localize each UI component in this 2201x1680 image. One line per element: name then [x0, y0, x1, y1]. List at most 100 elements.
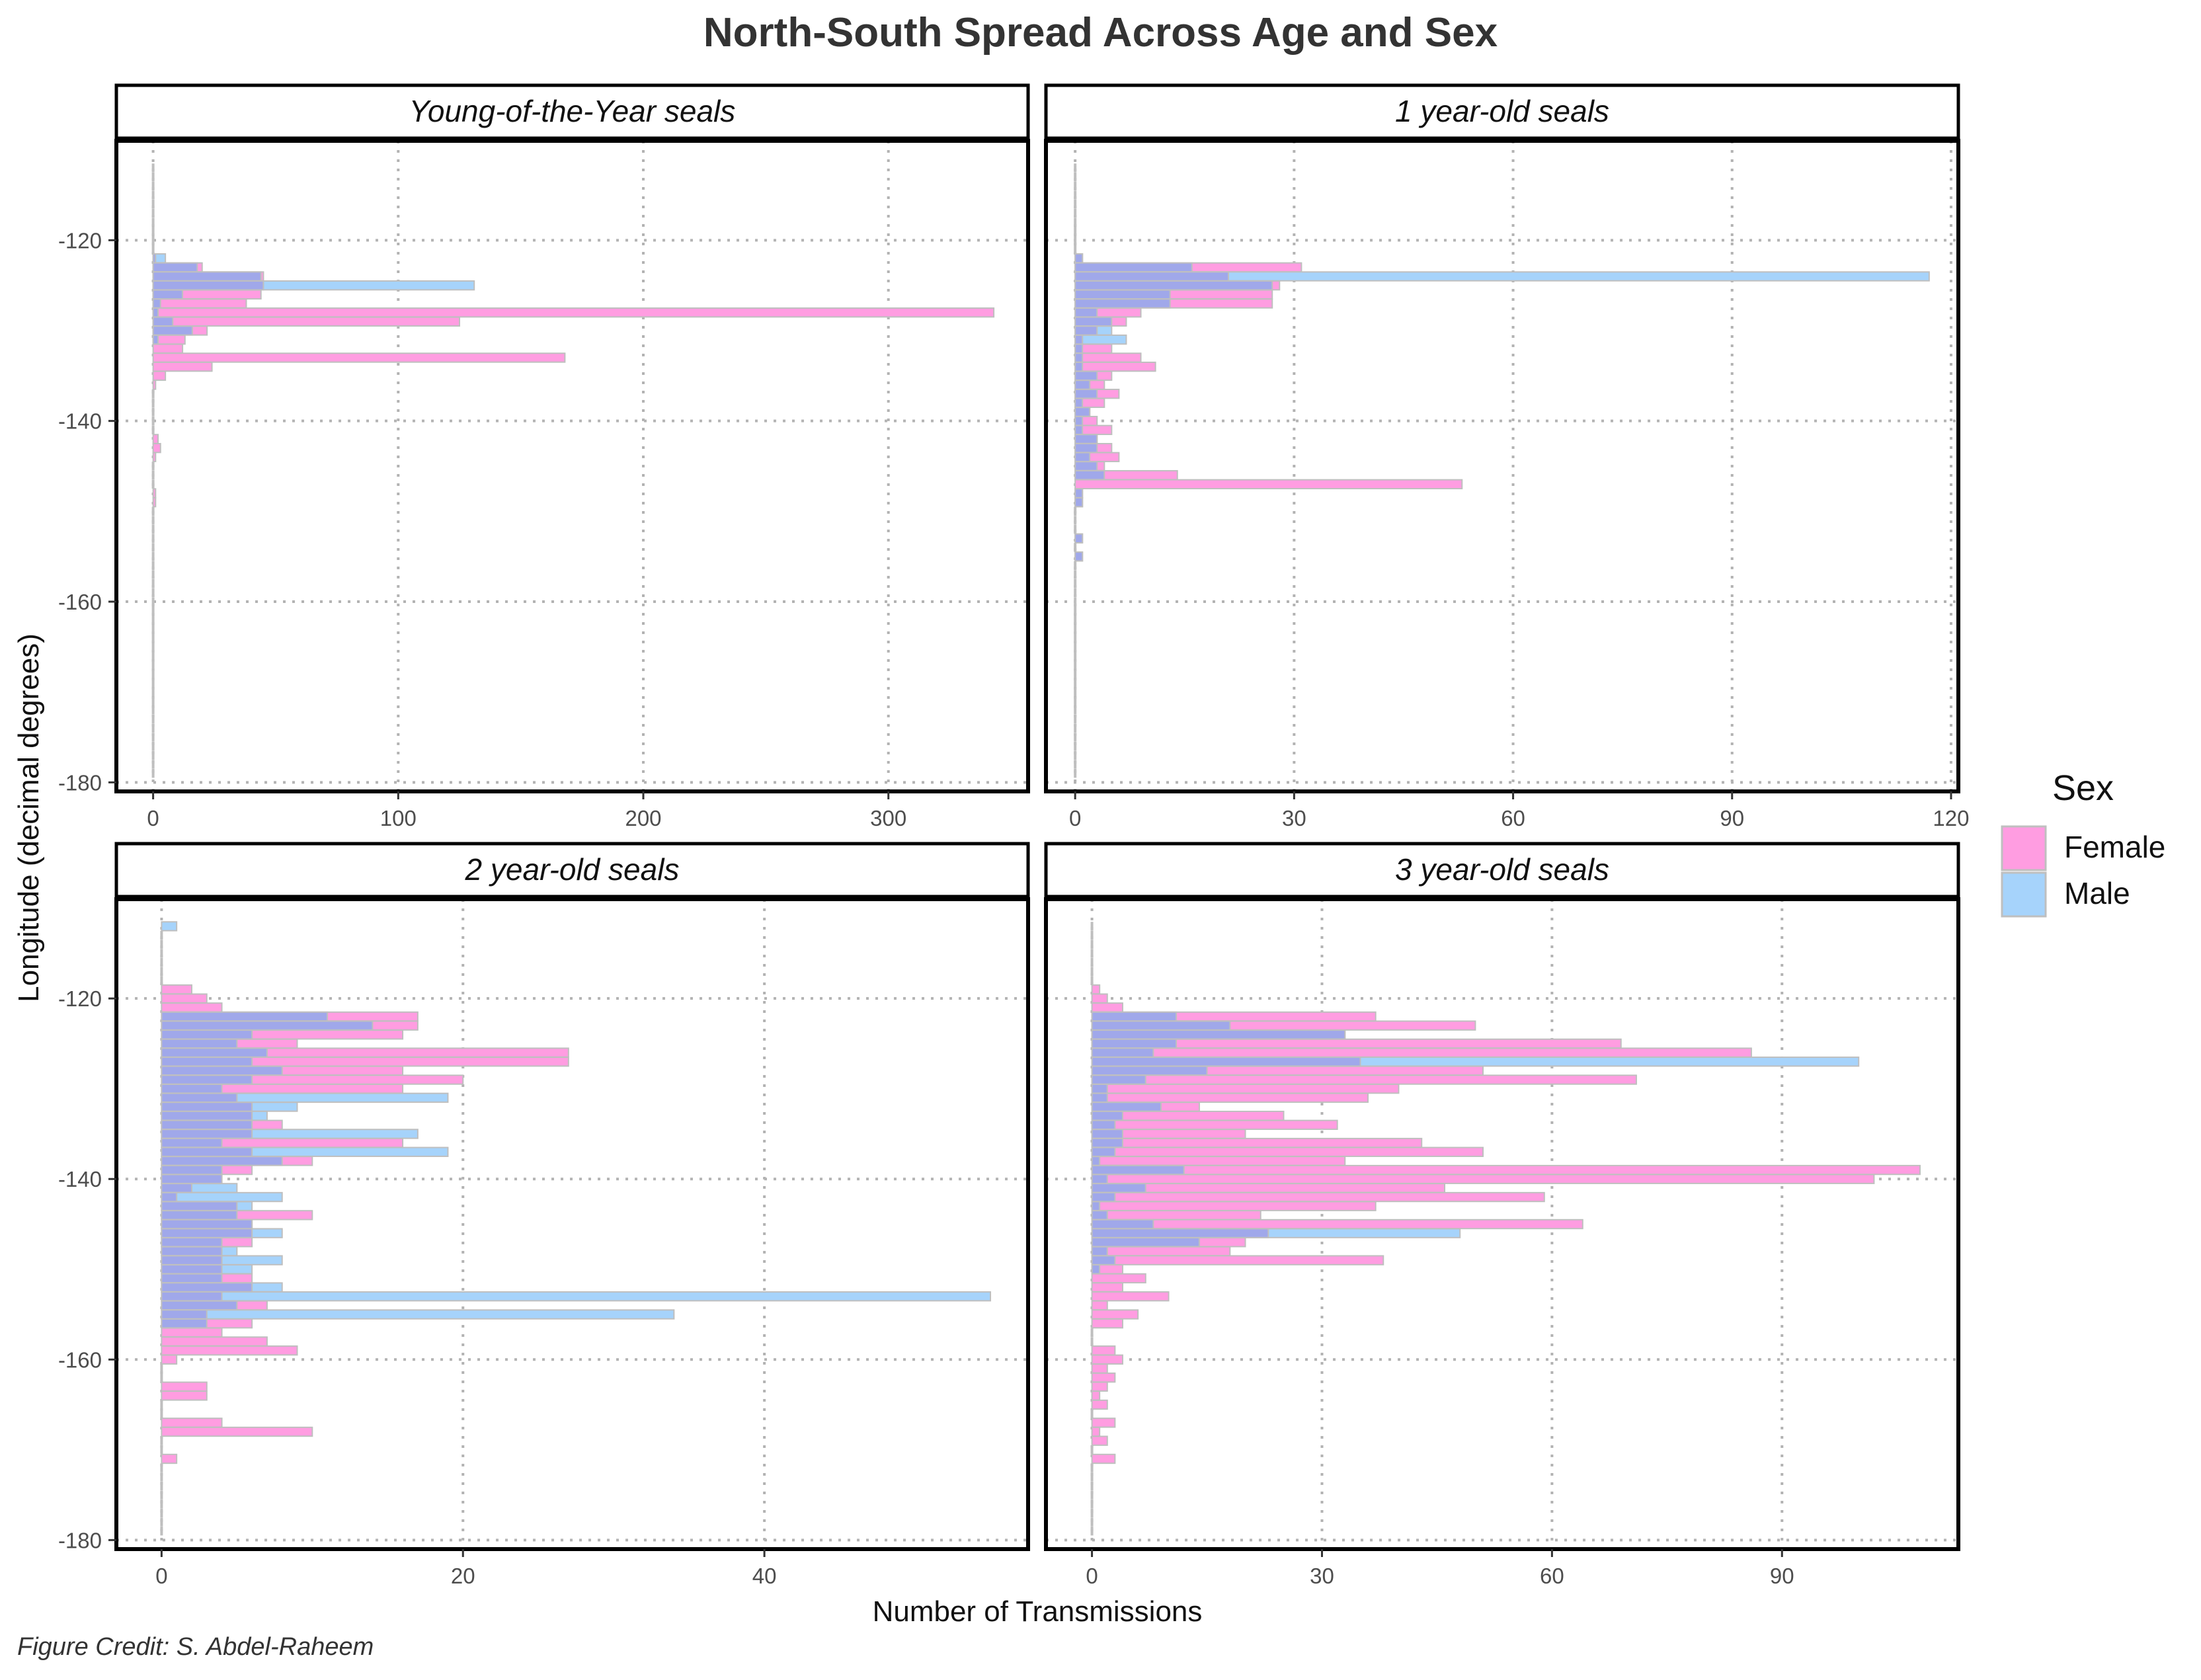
legend-label: Male: [2064, 876, 2130, 910]
bar-female: [1091, 1119, 1338, 1131]
bar-zero: [1074, 651, 1077, 660]
bar-zero: [160, 1409, 163, 1418]
bar-zero: [1090, 1500, 1094, 1509]
bar-female: [1091, 1318, 1123, 1329]
bar-female: [161, 1345, 298, 1356]
x-tick-label: 300: [870, 806, 906, 830]
bar-female: [1074, 325, 1098, 336]
bar-male: [152, 316, 174, 327]
bar-zero: [1074, 561, 1077, 571]
bar-zero: [1074, 199, 1077, 209]
bar-female: [1091, 1282, 1123, 1293]
bar-male: [161, 1210, 238, 1220]
bar-male: [161, 1065, 283, 1076]
bar-male: [1074, 388, 1098, 399]
legend-label: Female: [2064, 830, 2165, 864]
bar-female: [152, 298, 247, 309]
bar-zero: [1090, 1409, 1094, 1418]
panel-border: [1044, 139, 1960, 793]
bar-male: [1074, 361, 1084, 372]
bar-female: [152, 497, 157, 508]
bar-zero: [1090, 1517, 1094, 1527]
bar-female: [1091, 1002, 1123, 1013]
bar-male: [1074, 407, 1091, 417]
bar-female: [1091, 984, 1101, 995]
bar-zero: [151, 633, 155, 643]
bar-zero: [151, 588, 155, 598]
bar-female: [161, 1282, 253, 1293]
bar-zero: [151, 579, 155, 588]
bar-male: [161, 1020, 374, 1031]
bar-zero: [160, 1481, 163, 1491]
bar-male: [161, 1137, 223, 1148]
bar-male: [1091, 1011, 1178, 1022]
bar-zero: [1090, 922, 1094, 931]
bar-female: [152, 370, 167, 381]
bar-zero: [151, 524, 155, 534]
bar-female: [1074, 479, 1463, 490]
bar-zero: [1074, 190, 1077, 200]
bar-male: [1074, 370, 1098, 381]
bar-male: [1074, 397, 1084, 409]
bar-male: [1074, 307, 1098, 318]
bar-male: [1091, 1183, 1146, 1193]
bar-female: [152, 380, 157, 390]
bar-zero: [1074, 678, 1077, 688]
bar-zero: [1090, 949, 1094, 958]
bar-female: [1091, 1201, 1377, 1211]
bar-male: [1074, 442, 1098, 454]
x-tick-label: 100: [380, 806, 417, 830]
bar-female: [1091, 1291, 1170, 1302]
bar-male: [1091, 1020, 1231, 1031]
bar-zero: [1074, 543, 1077, 552]
bar-zero: [151, 551, 155, 561]
bar-zero: [151, 172, 155, 182]
x-tick-label: 120: [1933, 806, 1969, 830]
bar-female: [161, 1309, 208, 1320]
bar-zero: [1090, 967, 1094, 976]
bar-zero: [160, 1445, 163, 1455]
bar-zero: [151, 245, 155, 254]
bar-female: [1091, 1191, 1545, 1203]
bar-zero: [160, 1527, 163, 1536]
bar-zero: [151, 561, 155, 571]
bar-female: [1091, 1426, 1101, 1437]
bar-zero: [160, 1364, 163, 1373]
bar-zero: [1074, 633, 1077, 643]
bar-zero: [151, 714, 155, 724]
panel-2: [1044, 83, 1960, 799]
bar-zero: [1074, 181, 1077, 191]
bar-male: [161, 1219, 253, 1230]
bar-zero: [1074, 570, 1077, 579]
bar-zero: [1074, 579, 1077, 588]
bar-male: [1091, 1264, 1101, 1275]
x-tick-label: 90: [1720, 806, 1744, 830]
bar-female: [1091, 1092, 1369, 1103]
bar-male: [161, 1084, 223, 1094]
bar-male: [1091, 1129, 1123, 1139]
bar-male: [1091, 1146, 1116, 1157]
bar-zero: [1074, 597, 1077, 606]
bar-zero: [151, 199, 155, 209]
bar-female: [152, 452, 157, 463]
x-tick-label: 0: [1069, 806, 1081, 830]
x-tick-label: 0: [155, 1564, 167, 1588]
panel-border: [114, 139, 1030, 793]
bar-male: [152, 262, 198, 273]
bar-male: [152, 271, 262, 282]
bar-female: [161, 1092, 238, 1103]
bar-female: [1091, 1210, 1261, 1220]
bar-zero: [160, 1373, 163, 1382]
bar-zero: [1074, 606, 1077, 616]
bar-zero: [151, 461, 155, 471]
bar-female: [152, 316, 460, 327]
x-tick-label: 0: [147, 806, 159, 830]
bar-male: [1074, 289, 1171, 300]
bar-male: [152, 334, 159, 345]
panel-title: 3 year-old seals: [1395, 852, 1609, 887]
panel-3: [108, 842, 1030, 1557]
bar-zero: [151, 597, 155, 606]
bar-female: [161, 1110, 253, 1121]
bar-zero: [1090, 930, 1094, 940]
panel-strip: [114, 83, 1030, 140]
